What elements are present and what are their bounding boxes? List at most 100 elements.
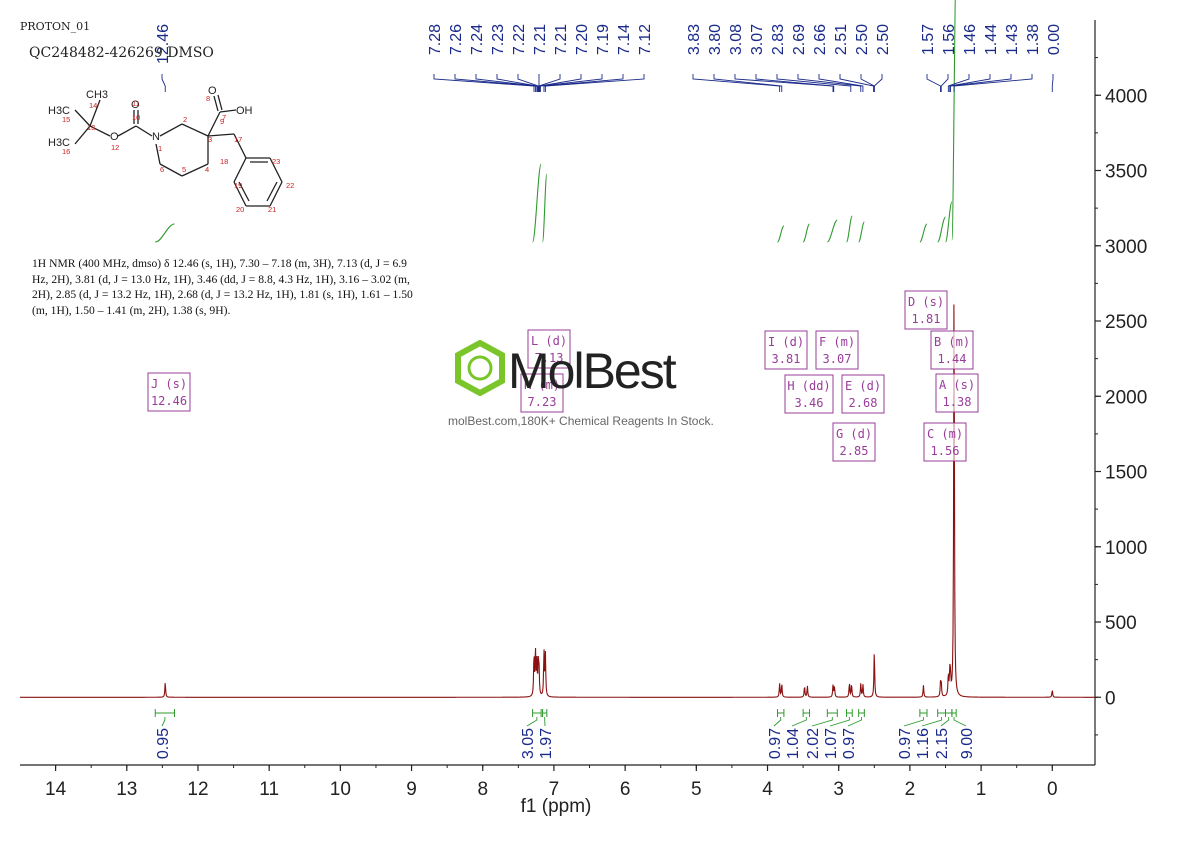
peak-label: 7.28 [427, 24, 444, 55]
x-tick-label: 2 [905, 779, 916, 800]
multiplet-shift: 12.46 [151, 394, 187, 408]
atom-o-carbonyl: O [131, 99, 140, 111]
multiplet-shift: 3.46 [795, 396, 824, 410]
peak-label: 7.20 [574, 24, 591, 55]
multiplet-letter: I (d) [768, 335, 804, 349]
multiplet-box [815, 330, 859, 370]
peak-label: 2.66 [812, 24, 829, 55]
multiplet-shift: 2.85 [840, 444, 869, 458]
peak-labels: 12.46 7.28 7.26 7.24 7.23 7.22 7.21 7.21 7.20 7.1… [155, 24, 1063, 92]
peak-label-connector [873, 74, 883, 92]
integral-value: 0.97 [767, 728, 784, 759]
x-tick-label: 10 [330, 779, 351, 800]
atom-number: 7 [222, 113, 226, 122]
peak-label: 7.22 [511, 24, 528, 55]
peak-label-connector [839, 74, 875, 92]
y-tick-label: 1500 [1105, 463, 1147, 484]
multiplet-box [930, 330, 974, 370]
atom-o-ether: O [110, 131, 119, 143]
x-tick-label: 7 [549, 779, 560, 800]
atom-number: 8 [206, 94, 210, 103]
integral-connector [940, 717, 950, 727]
peak-label: 2.50 [875, 24, 892, 55]
integral-connector [953, 717, 967, 727]
peak-label-connector [755, 74, 835, 92]
x-tick-label: 0 [1047, 779, 1058, 800]
integral-curve [776, 225, 785, 243]
atom-number: 2 [183, 115, 187, 124]
integral-curve [937, 216, 947, 243]
atom-number: 15 [62, 115, 70, 124]
multiplet-box [923, 422, 967, 462]
peak-label: 3.08 [728, 24, 745, 55]
integral-curve [919, 223, 928, 243]
peak-label: 12.46 [155, 24, 172, 64]
y-tick-label: 500 [1105, 613, 1137, 634]
multiplet-letter: E (d) [845, 379, 881, 393]
x-tick-label: 1 [976, 779, 987, 800]
x-tick-label: 6 [620, 779, 631, 800]
peak-label: 2.50 [854, 24, 871, 55]
x-tick-label: 8 [477, 779, 488, 800]
multiplet-letter: B (m) [934, 335, 970, 349]
peak-label-connector [161, 74, 166, 92]
peak-label-connector [949, 74, 991, 92]
atom-number: 14 [89, 101, 97, 110]
integral-curves [155, 0, 956, 243]
peak-label-connector [543, 74, 624, 92]
integral-connector [526, 717, 538, 727]
spectrum [20, 304, 1095, 698]
integral-connector [773, 717, 782, 727]
axes: 14 13 12 11 10 9 8 7 6 5 4 3 2 1 005001000150020002500… [20, 20, 1147, 800]
peak-label: 1.38 [1025, 24, 1042, 55]
integral-value: 3.05 [520, 728, 537, 759]
atom-o-acid: O [208, 85, 217, 97]
watermark-logo-text: MolBest [508, 343, 677, 399]
integral-curve [155, 223, 175, 243]
peak-label-connector [947, 74, 970, 92]
integrals: 0.95 3.05 1.97 0.97 1.04 2.02 1.07 0.97 0.97 1.16… [154, 709, 976, 759]
spectrum-line [20, 304, 1095, 698]
molbest-logo-icon [455, 340, 505, 396]
multiplet-letter: A (s) [939, 378, 975, 392]
x-tick-label: 14 [45, 779, 67, 800]
peak-label: 7.14 [616, 24, 633, 55]
peak-label-connector [1051, 74, 1054, 92]
integral-curve [951, 0, 956, 241]
peak-label-connector [433, 74, 535, 92]
integral-connector [847, 717, 862, 727]
multiplet-shift: 7.23 [528, 395, 557, 409]
peak-label-connector [953, 74, 1033, 92]
integral-connector [829, 717, 850, 727]
atom-number: 1 [158, 144, 162, 153]
integral-value: 1.07 [823, 728, 840, 759]
multiplet-box [147, 372, 191, 412]
peak-label: 3.83 [686, 24, 703, 55]
peak-label-connector [818, 74, 864, 92]
peak-label-connector [538, 74, 561, 92]
multiplet-box [841, 374, 885, 414]
multiplet-letter: C (m) [927, 427, 963, 441]
peak-label-connector [454, 74, 536, 92]
integral-value: 0.97 [841, 728, 858, 759]
watermark-tagline: molBest.com,180K+ Chemical Reagents In S… [448, 414, 714, 428]
peak-label-connector [539, 74, 603, 92]
atom-oh: OH [236, 105, 253, 117]
nmr-description: 1H NMR (400 MHz, dmso) δ 12.46 (s, 1H), … [32, 257, 413, 317]
integral-value: 1.97 [538, 728, 555, 759]
peak-label-connector [713, 74, 783, 92]
multiplet-letter: L (d) [531, 334, 567, 348]
integral-curve [944, 201, 953, 243]
y-tick-label: 3000 [1105, 237, 1147, 258]
multiplet-shift: 1.56 [931, 444, 960, 458]
peak-label: 7.23 [490, 24, 507, 55]
integral-connector [811, 717, 833, 727]
integral-value: 0.95 [155, 728, 172, 759]
integral-connector [161, 717, 166, 727]
multiplet-shift: 1.44 [938, 352, 967, 366]
atom-ch3: CH3 [86, 89, 108, 101]
integral-value: 9.00 [959, 728, 976, 759]
peak-label: 7.26 [448, 24, 465, 55]
multiplet-letter: F (m) [819, 335, 855, 349]
x-tick-label: 5 [691, 779, 702, 800]
